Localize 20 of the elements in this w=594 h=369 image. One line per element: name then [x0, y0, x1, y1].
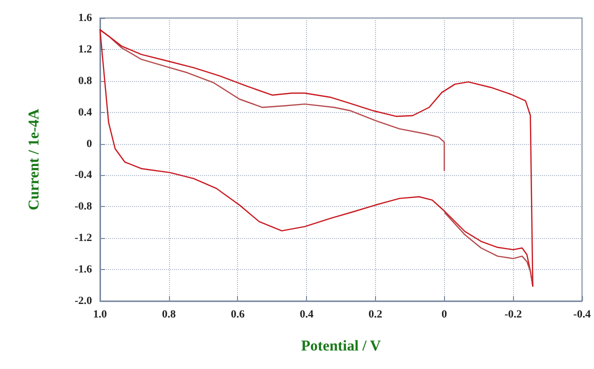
x-tick-label: -0.4 — [573, 308, 592, 320]
y-tick-label: 0 — [86, 138, 92, 150]
x-tick-label: 0.8 — [162, 308, 176, 320]
y-tick-label: -0.4 — [74, 169, 92, 182]
y-tick-label: 0.8 — [78, 74, 92, 87]
y-tick-label: -1.6 — [74, 264, 92, 276]
x-axis-title: Potential / V — [301, 338, 382, 354]
x-tick-label: 0 — [442, 308, 448, 320]
x-tick-label: 0.4 — [300, 308, 314, 320]
y-tick-label: 1.2 — [78, 43, 92, 56]
x-tick-label: 0.6 — [230, 308, 246, 320]
y-tick-label: -2.0 — [74, 295, 92, 307]
y-tick-label: 0.4 — [78, 106, 92, 118]
x-tick-label: 1.0 — [93, 308, 108, 320]
x-tick-label: -0.2 — [504, 308, 522, 320]
y-tick-label: -0.8 — [74, 200, 92, 213]
y-axis-title: Current / 1e-4A — [26, 108, 42, 210]
x-tick-label: 0.2 — [368, 308, 383, 320]
y-tick-label: -1.2 — [74, 232, 92, 244]
y-tick-label: 1.6 — [78, 12, 92, 24]
